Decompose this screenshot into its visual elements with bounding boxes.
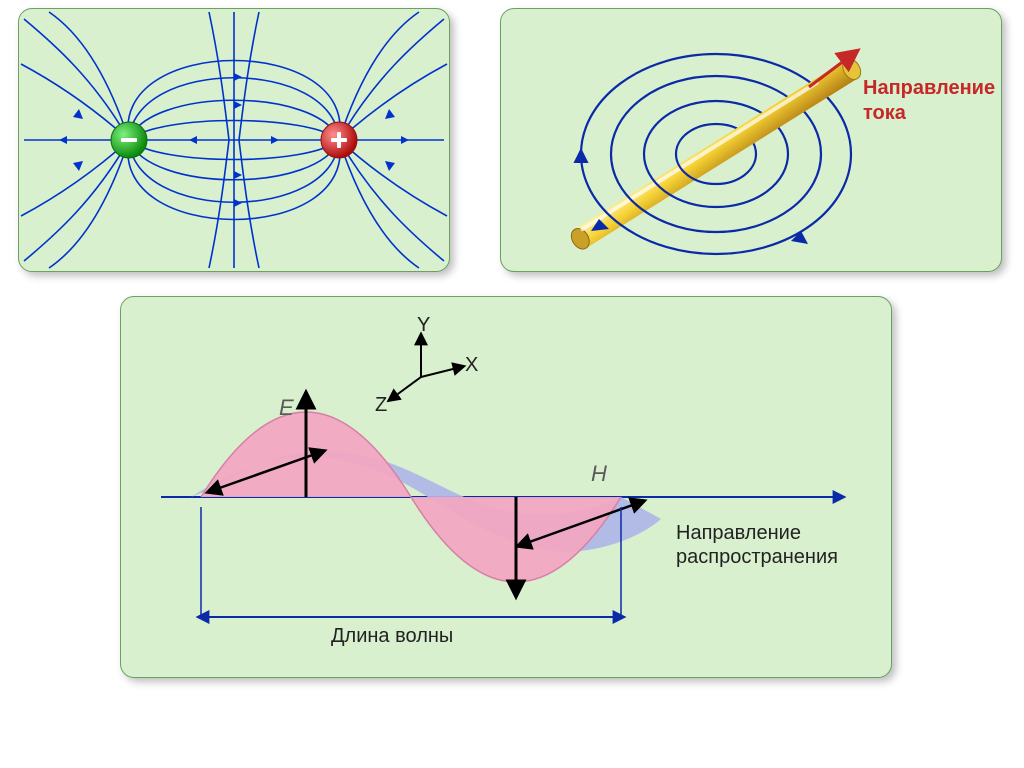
- panel-em-wave: Y X Z E H Направление распространения Дл…: [120, 296, 892, 678]
- xyz-axes: Y X Z: [375, 314, 478, 416]
- conductor-wire: [568, 56, 865, 253]
- label-current-2: тока: [863, 102, 907, 124]
- conductor-svg: Направление тока: [501, 9, 1001, 271]
- e-letter: E: [279, 395, 294, 420]
- axis-x-label: X: [465, 354, 478, 376]
- panel-magnetic-conductor: Направление тока: [500, 8, 1002, 272]
- h-letter: H: [591, 461, 607, 486]
- emwave-svg: Y X Z E H Направление распространения Дл…: [121, 297, 891, 677]
- axis-z-label: Z: [375, 394, 387, 416]
- axis-y-label: Y: [417, 314, 430, 336]
- dir-label-1: Направление: [676, 522, 801, 544]
- wavelength-label: Длина волны: [331, 625, 453, 647]
- label-current-1: Направление: [863, 77, 995, 99]
- negative-charge: [111, 122, 147, 158]
- dipole-svg: [19, 9, 449, 271]
- dir-label-2: распространения: [676, 546, 838, 568]
- positive-charge: [321, 122, 357, 158]
- field-lines: [21, 12, 447, 268]
- panel-dipole-field: [18, 8, 450, 272]
